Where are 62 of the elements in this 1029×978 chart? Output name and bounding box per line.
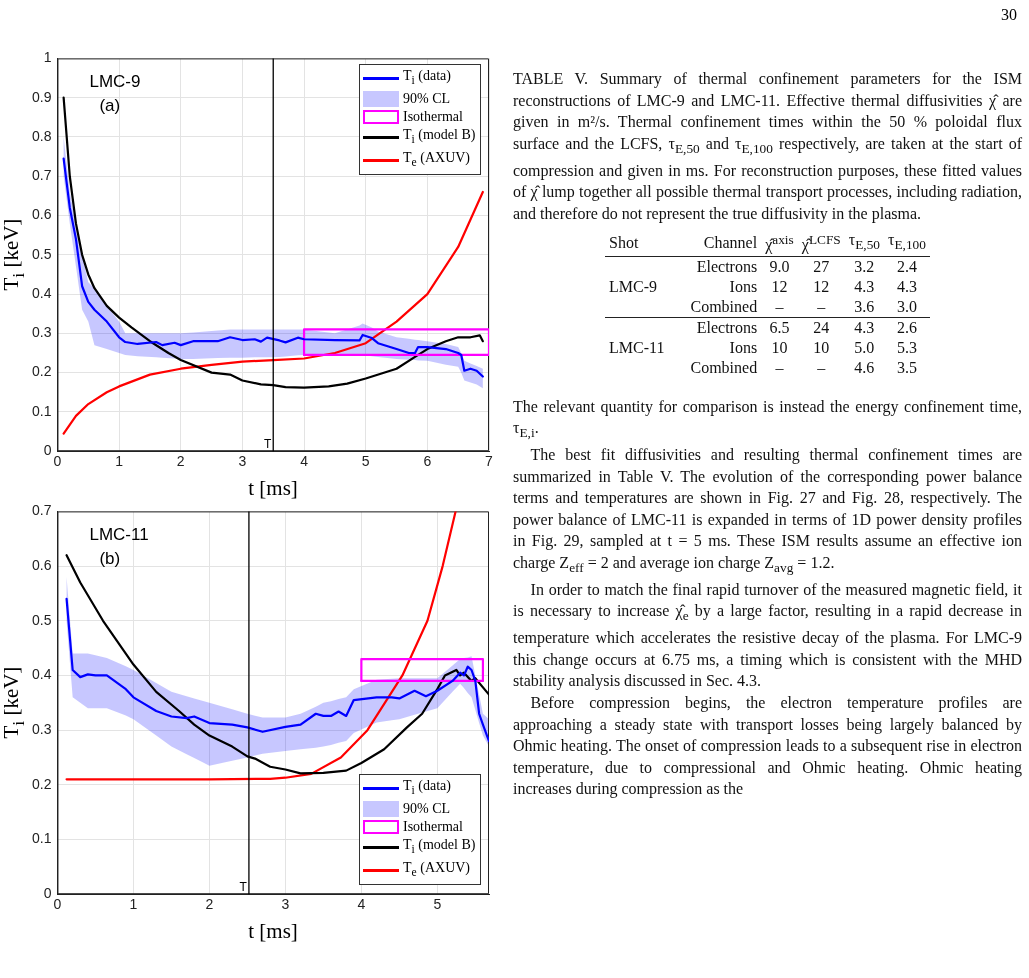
y-tick-label: 0.6 xyxy=(31,206,52,223)
y-tick-label: 0.9 xyxy=(31,88,52,105)
legend-label: T$_{e}$ (AXUV) xyxy=(403,858,471,881)
annotation: LMC-9 xyxy=(89,72,141,93)
annotation: (b) xyxy=(99,549,121,570)
legend-label: T$_{e}$ (AXUV) xyxy=(403,149,471,171)
legend-label: T$_{i}$ (data) xyxy=(403,67,451,90)
text: The relevant quantity for comparison is instead the energy confinement time, τ$_{E,i}$. xyxy=(513,396,1022,443)
y-tick-label: 0 xyxy=(43,885,52,902)
annotation: LMC-11 xyxy=(89,525,149,546)
annotation: 90% CL xyxy=(403,800,451,818)
y-tick-label: 0.7 xyxy=(31,167,52,184)
ref-line-label: T xyxy=(263,436,272,451)
y-tick-label: 1 xyxy=(43,49,52,66)
text: Electrons 9.0 27 3.2 2.4 xyxy=(696,257,917,275)
x-tick-label: 3 xyxy=(281,896,290,913)
text: LMC-9 Ions 12 12 4.3 4.3 xyxy=(609,277,917,295)
y-tick-label: 0.1 xyxy=(31,830,52,847)
y-tick-label: 0.8 xyxy=(31,127,52,144)
annotation: 90% CL xyxy=(403,90,451,109)
legend-label: Isothermal xyxy=(403,818,463,836)
x-tick-label: 3 xyxy=(238,453,247,470)
x-tick-label: 4 xyxy=(357,896,366,913)
y-tick-label: 0.1 xyxy=(31,402,52,419)
ref-line-label: T xyxy=(239,879,248,894)
text: Electrons 6.5 24 4.3 2.6 xyxy=(696,318,917,336)
y-tick-label: 0.5 xyxy=(31,611,52,628)
legend-label: Isothermal xyxy=(403,108,463,127)
x-tick-label: 5 xyxy=(433,896,442,913)
y-tick-label: 0.2 xyxy=(31,775,52,792)
y-tick-label: 0 xyxy=(43,442,52,459)
x-axis-title: t [ms] xyxy=(248,476,298,501)
y-tick-label: 0.2 xyxy=(31,363,52,380)
text: Combined – – 4.6 3.5 xyxy=(690,358,917,376)
y-tick-label: 0.4 xyxy=(31,284,52,301)
annotation: (a) xyxy=(99,96,121,117)
text: 30 xyxy=(1001,6,1017,24)
x-tick-label: 5 xyxy=(361,453,370,470)
y-tick-label: 0.5 xyxy=(31,245,52,262)
text: TABLE V. Summary of thermal confinement parameters for the ISM reconstructions of LMC-9 and LMC-11. Effective thermal diffusivities χ̂ are given in m²/s. Thermal confinement times within the 50 % poloidal flux surface and the LCFS, τ$_{E,50}$ and τ$_{E,100}$ respectively, are taken at the start of compression and given in ms. For reconstruction purposes, these fitted values of χ̂ lump together all possible thermal transport processes, including radiation, and therefore do not represent the true diffusivity in the plasma. xyxy=(513,70,1023,222)
text: Shot Channel χ̂$^{axis}$ χ̂$^{LCFS}$ τ$_{E,50}$ τ$_{E,100}$ xyxy=(609,231,926,254)
y-tick-label: 0.7 xyxy=(31,502,52,519)
x-tick-label: 6 xyxy=(423,453,432,470)
text: Before compression begins, the electron temperature profiles are approaching a steady state with transport losses being largely balanced by Ohmic heating. The onset of compression leads to a subsequent rise in electron temperature, due to compressional and Ohmic heating. Ohmic heating increases during compression as the xyxy=(513,692,1022,800)
legend-label: T$_{i}$ (model B) xyxy=(403,836,476,858)
text: In order to match the final rapid turnover of the measured magnetic field, it is necessary to increase χ̂$_{e}$ by a large factor, resulting in a rapid decrease in temperature which accelerates the resistive decay of the plasma. For LMC-9 this change occurs at 6.75 ms, a timing which is consistent with the MHD stability analysis discussed in Sec. 4.3. xyxy=(513,579,1023,692)
x-tick-label: 2 xyxy=(176,453,185,470)
text: Combined – – 3.6 3.0 xyxy=(690,297,917,315)
text: The best fit diffusivities and resulting thermal confinement times are summarized in Table V. The evolution of the corresponding power balance terms and temperatures are shown in Fig. 27 and Fig. 28, respectively. The power balance of LMC-11 is expanded in terms of 1D power density profiles in Fig. 29, sampled at t = 5 ms. These ISM results assume an effective ion charge Z$_{eff}$ = 2 and average ion charge Z$_{avg}$ = 1.2. xyxy=(513,446,1022,576)
x-tick-label: 2 xyxy=(205,896,214,913)
x-tick-label: 7 xyxy=(485,453,494,470)
x-axis-title: t [ms] xyxy=(248,919,298,944)
legend-label: T$_{i}$ (model B) xyxy=(403,126,476,148)
x-tick-label: 1 xyxy=(129,896,138,913)
x-tick-label: 1 xyxy=(115,453,124,470)
y-tick-label: 0.4 xyxy=(31,666,52,683)
text: LMC-11 Ions 10 10 5.0 5.3 xyxy=(609,338,917,356)
y-tick-label: 0.6 xyxy=(31,556,52,573)
x-tick-label: 4 xyxy=(300,453,309,470)
y-tick-label: 0.3 xyxy=(31,721,52,737)
legend-label: T$_{i}$ (data) xyxy=(403,777,451,799)
y-tick-label: 0.3 xyxy=(31,324,52,341)
